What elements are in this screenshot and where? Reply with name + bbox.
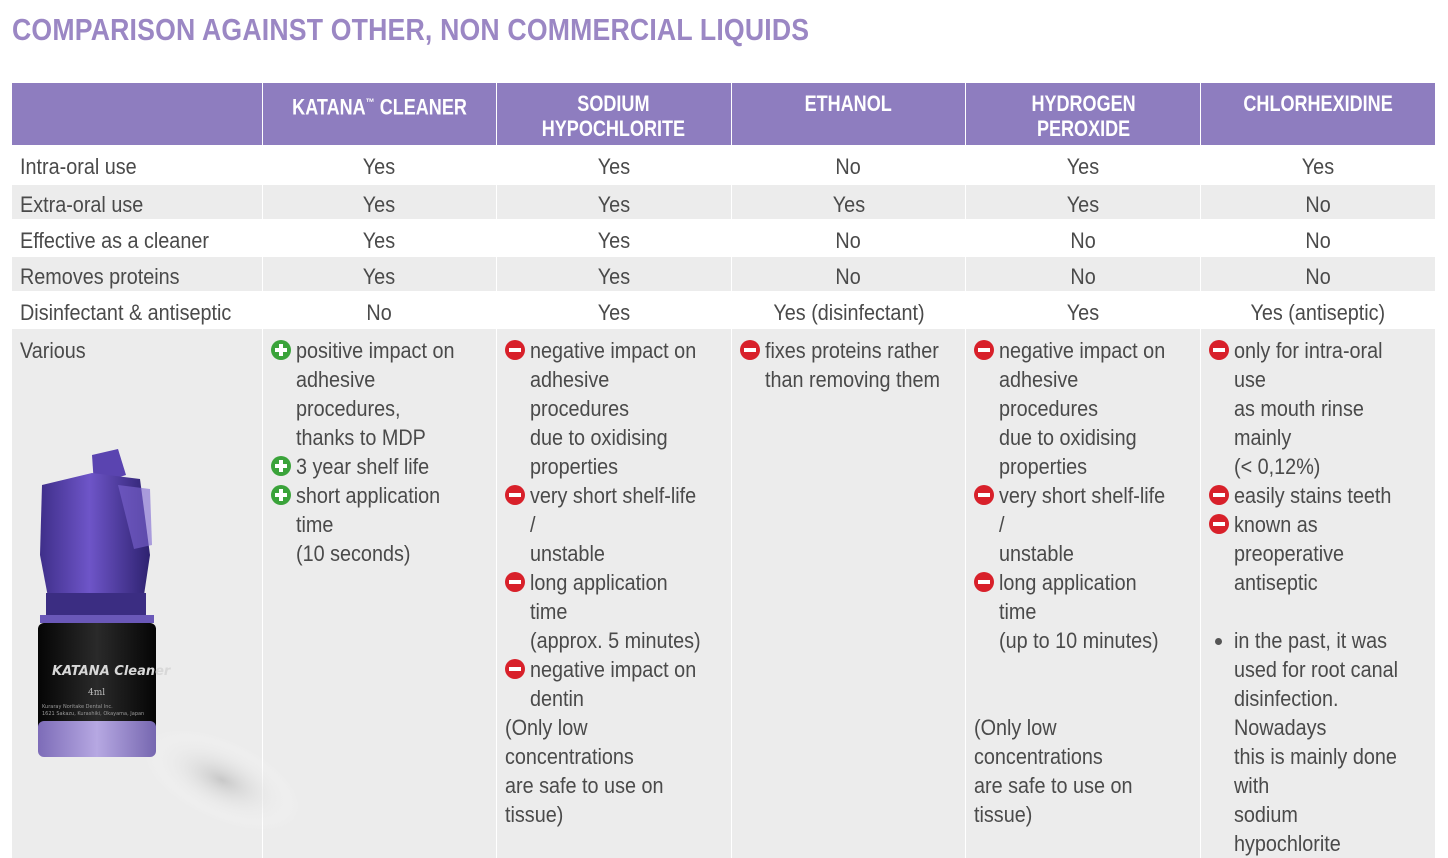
cell-value: Yes xyxy=(496,219,732,256)
list-item: only for intra-oral use as mouth rinse m… xyxy=(1208,336,1429,481)
cell-value: Yes xyxy=(730,183,966,220)
minus-circle-icon xyxy=(505,659,526,679)
table-row: Intra-oral use Yes Yes No Yes Yes xyxy=(12,145,1435,184)
bottle-volume: 4ml xyxy=(88,688,105,698)
minus-circle-icon xyxy=(505,572,526,592)
header-hydrogen-peroxide: HYDROGEN PEROXIDE xyxy=(965,83,1201,146)
list-item: in the past, it was used for root canal … xyxy=(1209,626,1429,858)
cell-value: Yes xyxy=(1199,145,1435,184)
list-item: long application time (up to 10 minutes) xyxy=(974,568,1194,655)
plus-circle-icon xyxy=(270,485,291,505)
list-item: very short shelf-life / unstable xyxy=(505,481,725,568)
row-label: Effective as a cleaner xyxy=(12,219,262,256)
cell-value: Yes xyxy=(496,255,732,292)
cell-value: Yes xyxy=(965,183,1201,220)
cell-value: Yes xyxy=(965,291,1201,328)
cell-value: Yes xyxy=(261,255,497,292)
list-item: very short shelf-life / unstable xyxy=(974,481,1194,568)
cell-value: No xyxy=(730,255,966,292)
minus-circle-icon xyxy=(974,572,995,592)
katana-cleaner-bottle-image: KATANA Cleaner 4ml Kuraray Noritake Dent… xyxy=(38,449,301,832)
cell-value: No xyxy=(730,145,966,184)
minus-circle-icon xyxy=(974,340,995,360)
list-item: positive impact on adhesive procedures, … xyxy=(270,336,491,452)
table-row: Extra-oral use Yes Yes Yes Yes No xyxy=(12,183,1435,220)
list-item: short application time (10 seconds) xyxy=(270,481,491,568)
cell-value: Yes (antiseptic) xyxy=(1199,291,1435,328)
row-label: Disinfectant & antiseptic xyxy=(12,291,262,328)
various-hydrogen-peroxide: negative impact on adhesive procedures d… xyxy=(965,327,1201,858)
various-katana: positive impact on adhesive procedures, … xyxy=(261,327,497,858)
concentration-note: (Only low concentrations are safe to use… xyxy=(505,715,664,827)
cell-value: Yes xyxy=(261,183,497,220)
page-title: COMPARISON AGAINST OTHER, NON COMMERCIAL… xyxy=(12,12,810,47)
cell-value: No xyxy=(1199,183,1435,220)
header-row: KATANA™ CLEANER SODIUM HYPOCHLORITE ETHAN… xyxy=(12,83,1435,146)
bottle-brand: KATANA Cleaner xyxy=(52,664,172,679)
list-item: long application time (approx. 5 minutes… xyxy=(505,568,725,655)
row-label: Intra-oral use xyxy=(12,145,262,184)
plus-circle-icon xyxy=(270,340,291,360)
header-katana: KATANA™ CLEANER xyxy=(261,83,497,146)
comparison-table: KATANA™ CLEANER SODIUM HYPOCHLORITE ETHAN… xyxy=(12,83,1435,858)
table-row: Effective as a cleaner Yes Yes No No No xyxy=(12,219,1435,256)
various-row: Various positive impact on adhesive proc… xyxy=(12,327,1435,858)
cell-value: Yes (disinfectant) xyxy=(730,291,966,328)
cell-value: No xyxy=(1199,219,1435,256)
table-row: Disinfectant & antiseptic No Yes Yes (di… xyxy=(12,291,1435,328)
cell-value: No xyxy=(1199,255,1435,292)
cell-value: Yes xyxy=(261,145,497,184)
cell-value: Yes xyxy=(496,145,732,184)
minus-circle-icon xyxy=(739,340,760,360)
cell-value: No xyxy=(965,219,1201,256)
bullet-icon xyxy=(1209,630,1229,650)
cell-value: Yes xyxy=(261,219,497,256)
bottle-address: 1621 Sakazu, Kurashiki, Okayama, Japan xyxy=(42,711,144,717)
table-row: Removes proteins Yes Yes No No No xyxy=(12,255,1435,292)
minus-circle-icon xyxy=(1208,485,1229,505)
list-item: negative impact on adhesive procedures d… xyxy=(974,336,1194,481)
cell-value: No xyxy=(261,291,497,328)
header-sodium-hypochlorite: SODIUM HYPOCHLORITE xyxy=(496,83,732,146)
minus-circle-icon xyxy=(505,340,526,360)
various-ethanol: fixes proteins rather than removing them xyxy=(730,327,966,858)
list-item: negative impact on adhesive procedures d… xyxy=(505,336,725,481)
list-item: negative impact on dentin xyxy=(505,655,725,713)
minus-circle-icon xyxy=(1208,514,1229,534)
bottle-maker: Kuraray Noritake Dental Inc. xyxy=(42,704,113,710)
row-label: Removes proteins xyxy=(12,255,262,292)
header-chlorhexidine: CHLORHEXIDINE xyxy=(1199,83,1435,146)
header-ethanol: ETHANOL xyxy=(730,83,966,146)
header-corner xyxy=(12,83,262,146)
list-item: 3 year shelf life xyxy=(270,452,491,481)
list-item: easily stains teeth xyxy=(1208,481,1429,510)
plus-circle-icon xyxy=(270,456,291,476)
list-item: fixes proteins rather than removing them xyxy=(739,336,960,394)
concentration-note: (Only low concentrations are safe to use… xyxy=(974,715,1133,827)
row-label: Extra-oral use xyxy=(12,183,262,220)
minus-circle-icon xyxy=(505,485,526,505)
cell-value: No xyxy=(730,219,966,256)
cell-value: Yes xyxy=(496,291,732,328)
cell-value: Yes xyxy=(965,145,1201,184)
minus-circle-icon xyxy=(1208,340,1229,360)
various-chlorhexidine: only for intra-oral use as mouth rinse m… xyxy=(1199,327,1435,858)
cell-value: No xyxy=(965,255,1201,292)
various-sodium-hypochlorite: negative impact on adhesive procedures d… xyxy=(496,327,732,858)
list-item: known as preoperative antiseptic xyxy=(1208,510,1429,597)
minus-circle-icon xyxy=(974,485,995,505)
cell-value: Yes xyxy=(496,183,732,220)
